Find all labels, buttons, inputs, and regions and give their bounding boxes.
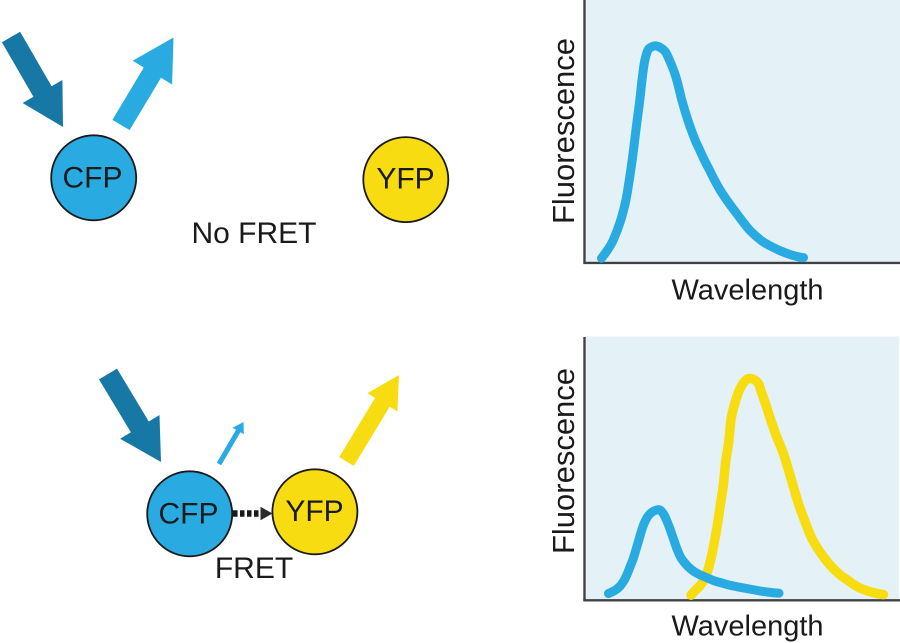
svg-text:Wavelength: Wavelength [671,611,823,643]
svg-text:Wavelength: Wavelength [671,275,823,307]
svg-text:YFP: YFP [285,495,343,528]
svg-text:CFP: CFP [159,497,219,530]
svg-text:YFP: YFP [376,163,434,196]
svg-text:No FRET: No FRET [191,217,316,250]
svg-text:Fluorescence: Fluorescence [546,368,581,554]
svg-text:Fluorescence: Fluorescence [546,38,581,224]
svg-text:FRET: FRET [215,552,293,585]
svg-text:CFP: CFP [63,161,123,194]
